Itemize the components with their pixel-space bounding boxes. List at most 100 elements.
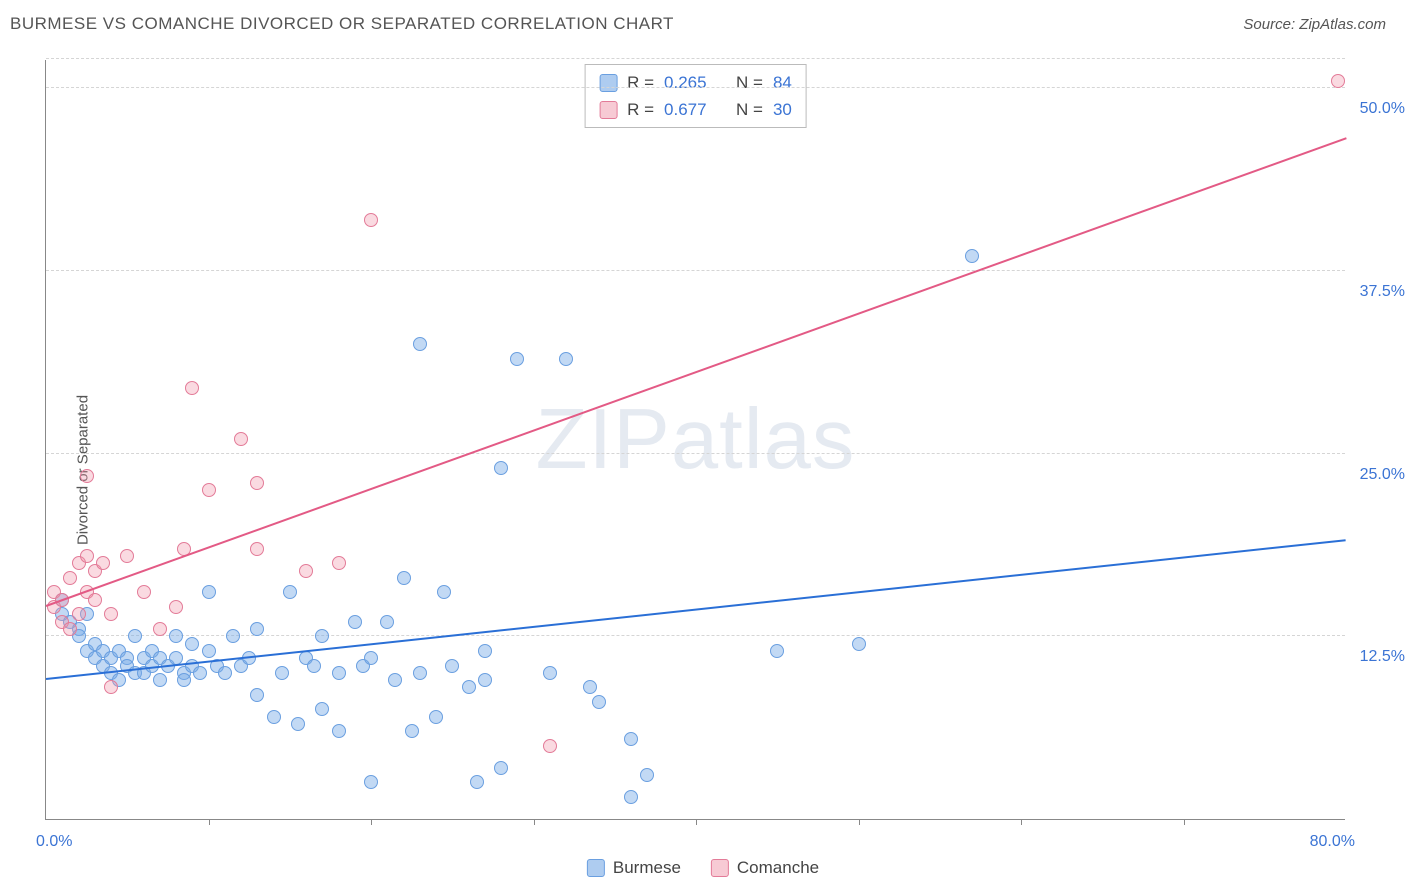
chart-header: BURMESE VS COMANCHE DIVORCED OR SEPARATE… — [0, 0, 1406, 48]
trend-line — [46, 539, 1346, 680]
plot-container: Divorced or Separated ZIPatlas R = 0.265… — [0, 48, 1406, 892]
data-point — [413, 666, 427, 680]
data-point — [437, 585, 451, 599]
legend-row-comanche: R = 0.677 N = 30 — [599, 96, 792, 123]
legend-label-comanche: Comanche — [737, 858, 819, 878]
data-point — [543, 666, 557, 680]
data-point — [72, 607, 86, 621]
data-point — [364, 775, 378, 789]
x-tick — [1184, 819, 1185, 825]
data-point — [429, 710, 443, 724]
data-point — [169, 629, 183, 643]
data-point — [80, 549, 94, 563]
correlation-legend: R = 0.265 N = 84 R = 0.677 N = 30 — [584, 64, 807, 128]
data-point — [583, 680, 597, 694]
data-point — [250, 688, 264, 702]
data-point — [202, 644, 216, 658]
gridline-horizontal — [46, 635, 1345, 636]
data-point — [307, 659, 321, 673]
swatch-pink — [599, 101, 617, 119]
r-label: R = — [627, 69, 654, 96]
data-point — [364, 213, 378, 227]
x-tick — [209, 819, 210, 825]
data-point — [380, 615, 394, 629]
data-point — [250, 622, 264, 636]
gridline-horizontal — [46, 270, 1345, 271]
chart-source: Source: ZipAtlas.com — [1243, 16, 1386, 33]
data-point — [283, 585, 297, 599]
data-point — [510, 352, 524, 366]
swatch-pink — [711, 859, 729, 877]
data-point — [478, 673, 492, 687]
data-point — [193, 666, 207, 680]
r-value-comanche: 0.677 — [664, 96, 707, 123]
legend-row-burmese: R = 0.265 N = 84 — [599, 69, 792, 96]
legend-item-burmese: Burmese — [587, 858, 681, 878]
trend-line — [46, 137, 1347, 607]
data-point — [543, 739, 557, 753]
data-point — [624, 732, 638, 746]
data-point — [462, 680, 476, 694]
y-tick-label: 25.0% — [1360, 466, 1405, 484]
data-point — [153, 622, 167, 636]
n-value-comanche: 30 — [773, 96, 792, 123]
chart-title: BURMESE VS COMANCHE DIVORCED OR SEPARATE… — [10, 14, 674, 34]
data-point — [275, 666, 289, 680]
data-point — [234, 432, 248, 446]
data-point — [1331, 74, 1345, 88]
r-value-burmese: 0.265 — [664, 69, 707, 96]
data-point — [640, 768, 654, 782]
data-point — [128, 629, 142, 643]
data-point — [388, 673, 402, 687]
data-point — [559, 352, 573, 366]
y-tick-label: 37.5% — [1360, 283, 1405, 301]
scatter-plot: ZIPatlas R = 0.265 N = 84 R = 0.677 N = … — [45, 60, 1345, 820]
data-point — [250, 476, 264, 490]
data-point — [267, 710, 281, 724]
series-legend: Burmese Comanche — [587, 858, 819, 878]
n-label: N = — [736, 96, 763, 123]
data-point — [315, 702, 329, 716]
watermark: ZIPatlas — [536, 391, 856, 489]
x-tick — [1021, 819, 1022, 825]
swatch-blue — [587, 859, 605, 877]
data-point — [470, 775, 484, 789]
gridline-horizontal — [46, 87, 1345, 88]
data-point — [364, 651, 378, 665]
x-tick — [696, 819, 697, 825]
legend-item-comanche: Comanche — [711, 858, 819, 878]
x-tick — [859, 819, 860, 825]
gridline-horizontal — [46, 58, 1345, 59]
x-tick — [534, 819, 535, 825]
data-point — [494, 461, 508, 475]
data-point — [218, 666, 232, 680]
n-label: N = — [736, 69, 763, 96]
data-point — [332, 666, 346, 680]
x-min-label: 0.0% — [36, 833, 72, 851]
source-label: Source: — [1243, 16, 1295, 33]
data-point — [104, 607, 118, 621]
x-tick — [371, 819, 372, 825]
data-point — [348, 615, 362, 629]
data-point — [202, 483, 216, 497]
data-point — [332, 556, 346, 570]
r-label: R = — [627, 96, 654, 123]
data-point — [965, 249, 979, 263]
data-point — [226, 629, 240, 643]
data-point — [202, 585, 216, 599]
watermark-atlas: atlas — [671, 392, 856, 487]
data-point — [96, 556, 110, 570]
data-point — [177, 673, 191, 687]
data-point — [770, 644, 784, 658]
data-point — [63, 571, 77, 585]
data-point — [185, 381, 199, 395]
data-point — [250, 542, 264, 556]
data-point — [153, 673, 167, 687]
data-point — [397, 571, 411, 585]
data-point — [137, 585, 151, 599]
data-point — [88, 593, 102, 607]
y-tick-label: 12.5% — [1360, 648, 1405, 666]
data-point — [169, 600, 183, 614]
data-point — [80, 469, 94, 483]
legend-label-burmese: Burmese — [613, 858, 681, 878]
